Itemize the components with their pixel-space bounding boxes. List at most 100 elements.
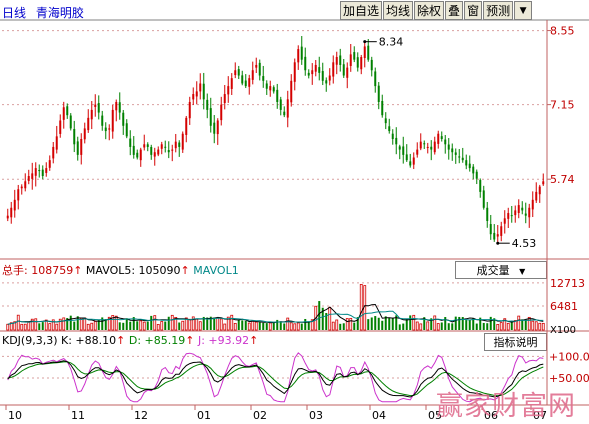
- volume-bar: [489, 316, 492, 330]
- candle-body: [335, 57, 338, 65]
- volume-bar: [13, 321, 17, 331]
- volume-bar: [541, 322, 545, 331]
- volume-bar: [107, 316, 111, 331]
- stock-name[interactable]: 青海明胶: [35, 6, 84, 20]
- candle-body: [122, 112, 125, 126]
- candle-body: [132, 145, 135, 155]
- candlestick-series: 8.34 4.53: [6, 36, 545, 250]
- candle-body: [311, 70, 314, 75]
- volume-bar: [265, 323, 268, 330]
- volume-bar: [139, 320, 143, 331]
- candle-body: [199, 83, 202, 92]
- volume-bar: [170, 314, 174, 331]
- candle-body: [489, 224, 492, 235]
- volume-bar: [66, 318, 69, 330]
- volume-bar: [125, 318, 128, 330]
- candle-body: [409, 161, 412, 166]
- volume-bar: [132, 317, 135, 330]
- candle-body: [433, 141, 436, 153]
- volume-bar: [247, 322, 251, 331]
- annotation-dot: [363, 40, 367, 44]
- volume-bar: [30, 318, 34, 331]
- volume-bar: [83, 317, 87, 331]
- candle-body: [129, 138, 132, 147]
- volume-bar: [458, 316, 461, 330]
- annotation-dot: [496, 241, 500, 245]
- volume-indicator-dropdown-value: 成交量: [476, 264, 510, 277]
- overlay-button[interactable]: 叠: [445, 1, 464, 20]
- volume-bar: [129, 321, 132, 330]
- volume-total-label: 总手: 108759: [2, 264, 74, 277]
- candle-body: [223, 94, 226, 104]
- volume-bar: [318, 301, 321, 330]
- candle-body: [90, 109, 93, 120]
- volume-bar: [307, 321, 310, 330]
- candle-body: [307, 72, 310, 76]
- candle-body: [416, 149, 419, 155]
- ex-rights-button[interactable]: 除权: [414, 1, 445, 20]
- volume-bar: [496, 324, 500, 331]
- volume-bar: [223, 323, 227, 331]
- period-label[interactable]: 日线: [2, 6, 27, 20]
- volume-bar: [9, 322, 13, 331]
- candle-body: [318, 67, 321, 73]
- candle-body: [500, 226, 503, 236]
- volume-bar: [359, 284, 363, 331]
- kdj-panel-title: KDJ(9,3,3) K: +88.10↑ D: +85.19↑ J: +93.…: [2, 334, 258, 347]
- candle-body: [230, 78, 233, 89]
- forecast-button[interactable]: 预测: [483, 1, 514, 20]
- candle-body: [377, 85, 380, 102]
- x-tick-label: 12: [134, 409, 148, 422]
- candle-body: [356, 57, 359, 68]
- volume-bar: [101, 317, 104, 330]
- kdj-k-label: K: +88.10: [61, 334, 117, 347]
- kdj-d-label: D: +85.19: [128, 334, 186, 347]
- candle-body: [451, 148, 454, 153]
- candle-body: [510, 215, 513, 217]
- kdj-params-label: KDJ(9,3,3): [2, 334, 58, 347]
- volume-bar: [136, 321, 139, 330]
- candle-body: [234, 70, 237, 76]
- toolbar-dropdown-arrow-icon[interactable]: ▼: [514, 1, 533, 20]
- volume-bar: [395, 315, 398, 330]
- candle-body: [479, 180, 482, 192]
- candle-body: [34, 168, 37, 176]
- volume-bar: [258, 322, 261, 330]
- candle-body: [244, 80, 247, 87]
- volume-indicator-dropdown[interactable]: 成交量 ▼: [455, 261, 547, 279]
- candle-body: [535, 191, 538, 201]
- indicator-help-button[interactable]: 指标说明: [484, 333, 547, 351]
- volume-bar: [23, 323, 27, 331]
- candle-body: [521, 207, 524, 211]
- mavol5-label: MAVOL5: 105090: [85, 264, 181, 277]
- candle-body: [332, 62, 335, 77]
- candle-body: [276, 89, 279, 102]
- volume-bar: [198, 321, 202, 331]
- volume-bar: [531, 320, 535, 331]
- kdj-tick-label: +100.0: [549, 350, 589, 363]
- volume-bar: [510, 321, 513, 330]
- volume-bar: [27, 321, 31, 331]
- candle-body: [111, 109, 114, 132]
- volume-bar: [237, 320, 240, 330]
- volume-bar: [209, 316, 212, 330]
- volume-bar: [142, 321, 146, 331]
- chevron-down-icon: ▼: [519, 267, 526, 276]
- volume-bar: [51, 319, 55, 331]
- candle-body: [38, 170, 41, 172]
- candle-body: [195, 91, 198, 97]
- add-watchlist-button[interactable]: 加自选: [340, 1, 383, 20]
- candle-body: [87, 117, 90, 131]
- volume-bar: [433, 315, 437, 331]
- volume-bar: [517, 315, 521, 331]
- candle-body: [430, 146, 433, 150]
- candle-body: [528, 207, 531, 218]
- mavol5-line: [7, 303, 544, 325]
- indicator-help-label: 指标说明: [493, 336, 538, 349]
- volume-bar: [325, 313, 328, 330]
- candle-body: [153, 152, 156, 157]
- moving-average-button[interactable]: 均线: [383, 1, 414, 20]
- candle-body: [20, 186, 23, 189]
- window-button[interactable]: 窗: [464, 1, 483, 20]
